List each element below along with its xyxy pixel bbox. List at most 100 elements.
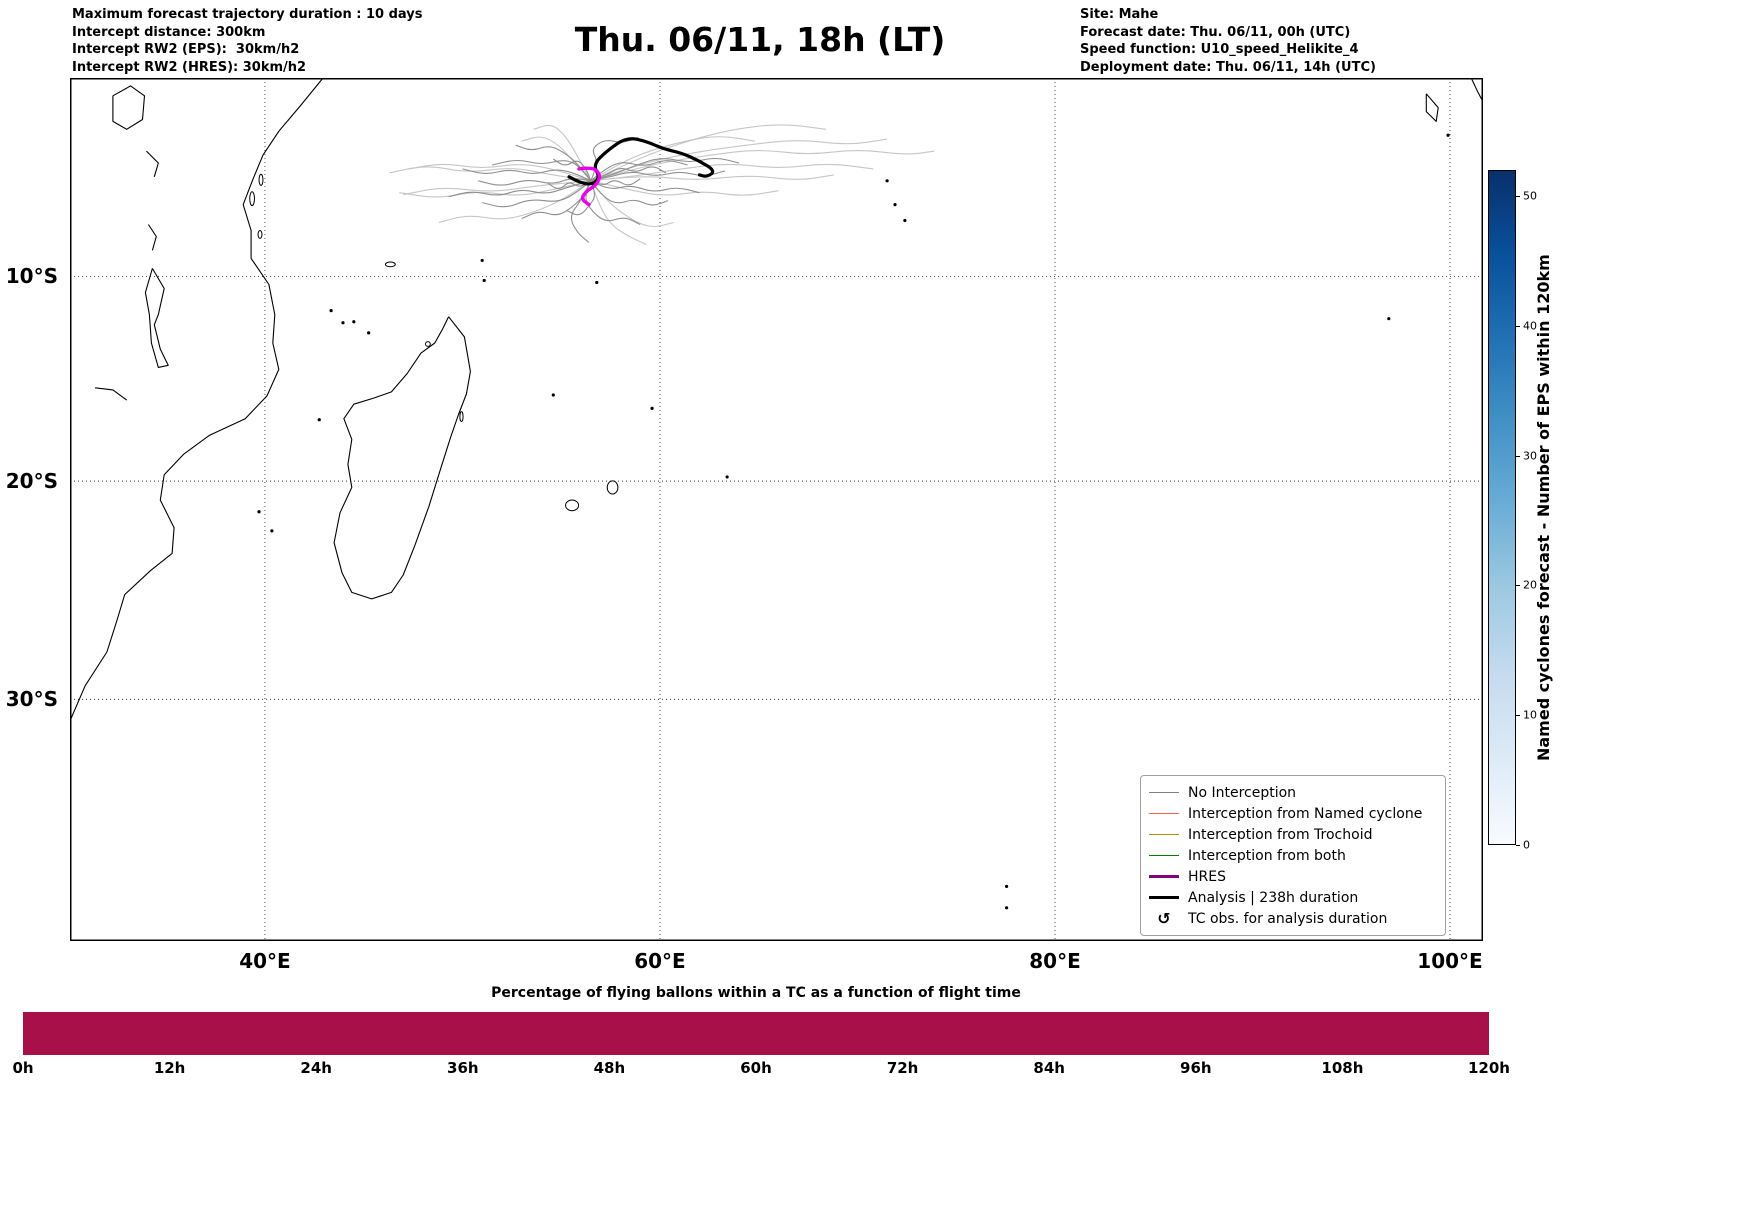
trajectory-no-interception [478,178,591,186]
speed-function-text: Speed function: U10_speed_Helikite_4 [1080,42,1359,57]
lake-malawi-coastline [144,268,169,368]
islet-speck [352,320,356,324]
intercept-distance-text: Intercept distance: 300km [72,24,266,40]
colorbar-tickmark [1516,455,1520,457]
legend-item-label: TC obs. for analysis duration [1188,910,1388,927]
flight-time-tick-label: 36h [447,1059,479,1077]
flight-time-tick-label: 12h [153,1059,186,1077]
africa-east-coast-coastline [70,78,323,723]
legend-item: ↺ TC obs. for analysis duration [1149,908,1437,929]
sumatra-corner-coastline [1471,78,1483,102]
colorbar-tickmark [1516,715,1520,717]
islet-speck [1387,317,1391,321]
trajectory-no-interception [389,166,591,182]
legend-line-swatch [1149,812,1179,815]
trajectory-no-interception [515,144,592,182]
trajectory-no-interception [590,124,826,182]
trajectory-no-interception [552,158,592,181]
islet-speck [1005,906,1009,910]
cahora-bassa-coastline [95,387,128,401]
trajectory-no-interception [590,178,641,186]
legend-line-swatch [1149,874,1179,879]
lake-victoria-coastline [112,85,146,130]
siberut-island-coastline [1425,93,1439,122]
trajectory-no-interception [590,166,667,182]
legend-item: Interception from both [1149,845,1437,866]
inland-lake-b-coastline [147,224,157,251]
legend-swatch [1149,895,1179,900]
max-duration-text: Maximum forecast trajectory duration : 1… [72,7,423,22]
flight-time-tick-label: 24h [300,1059,332,1077]
flight-time-tick-label: 72h [886,1059,919,1077]
reunion-island [565,499,580,512]
trajectory-no-interception [590,180,669,206]
y-tick-label: 30°S [5,687,58,712]
colorbar-tickmark [1516,845,1520,846]
legend-swatch [1149,833,1179,836]
colorbar-tick-label: 20 [1523,578,1537,592]
colorbar-tickmark [1516,325,1520,327]
mauritius-island [606,480,619,495]
legend-swatch [1149,874,1179,879]
site-text: Site: Mahe [1080,7,1159,22]
trajectory-no-interception [590,138,888,182]
islet-speck [270,529,274,533]
trajectory-no-interception [590,150,935,182]
islet-speck [885,179,889,183]
islet-speck [341,321,345,325]
trajectory-no-interception [521,136,592,182]
legend-swatch [1149,812,1179,815]
islet-speck [551,393,555,397]
flight-time-tick-label: 60h [740,1059,772,1077]
flight-time-tick-label: 108h [1321,1059,1364,1077]
trajectory-no-interception [403,180,591,196]
x-tick-label: 100°E [1417,949,1483,973]
islet-speck [1446,133,1450,137]
pemba-island [258,173,264,186]
hres-track [577,166,602,207]
legend-item: Interception from Trochoid [1149,824,1437,845]
sainte-marie-island [459,411,464,423]
islet-speck [480,258,484,263]
legend-item: Interception from Named cyclone [1149,803,1437,824]
islet-speck [257,510,261,514]
trajectory-no-interception [590,180,647,245]
islet-speck [893,203,897,207]
flight-time-tick-label: 84h [1033,1059,1065,1077]
y-tick-label: 20°S [5,469,58,494]
legend-swatch [1149,854,1179,857]
flight-time-tick-label: 48h [593,1059,626,1077]
figure-title: Thu. 06/11, 18h (LT) [574,20,946,59]
forecast-date-text: Forecast date: Thu. 06/11, 00h (UTC) [1080,24,1351,40]
header-right-block: Site: Mahe Forecast date: Thu. 06/11, 00… [1080,6,1376,76]
trajectory-no-interception [482,180,592,208]
legend-item: Analysis | 238h duration [1149,887,1437,908]
tc-obs-icon: ↺ [1157,909,1171,928]
map-canvas [70,78,1483,941]
islet-speck [482,278,486,283]
islet-speck [317,418,321,422]
legend-item-label: Interception from Trochoid [1188,826,1373,843]
legend-item-label: Interception from Named cyclone [1188,805,1423,822]
mafia-island [257,230,263,239]
trajectory-no-interception [590,160,688,182]
legend-item-label: Interception from both [1188,847,1346,864]
trajectory-no-interception [590,170,726,182]
legend-item-label: Analysis | 238h duration [1188,889,1359,906]
islet-speck [1005,884,1009,889]
intercept-rw2-eps-text: Intercept RW2 (EPS): 30km/h2 [72,42,300,57]
legend-line-swatch [1149,854,1179,857]
flight-time-tick-label: 120h [1468,1059,1510,1077]
legend-item: No Interception [1149,782,1437,803]
islet-speck [650,406,654,410]
trajectory-no-interception [590,180,779,196]
legend-line-swatch [1149,833,1179,836]
legend-item: HRES [1149,866,1437,887]
trajectory-no-interception [448,180,591,198]
colorbar [1488,170,1516,845]
intercept-rw2-hres-text: Intercept RW2 (HRES): 30km/h2 [72,59,307,75]
islet-speck [725,475,729,479]
x-tick-label: 80°E [1029,949,1081,973]
flight-time-chart-title: Percentage of flying ballons within a TC… [491,985,1021,1001]
deployment-date-text: Deployment date: Thu. 06/11, 14h (UTC) [1080,59,1376,75]
